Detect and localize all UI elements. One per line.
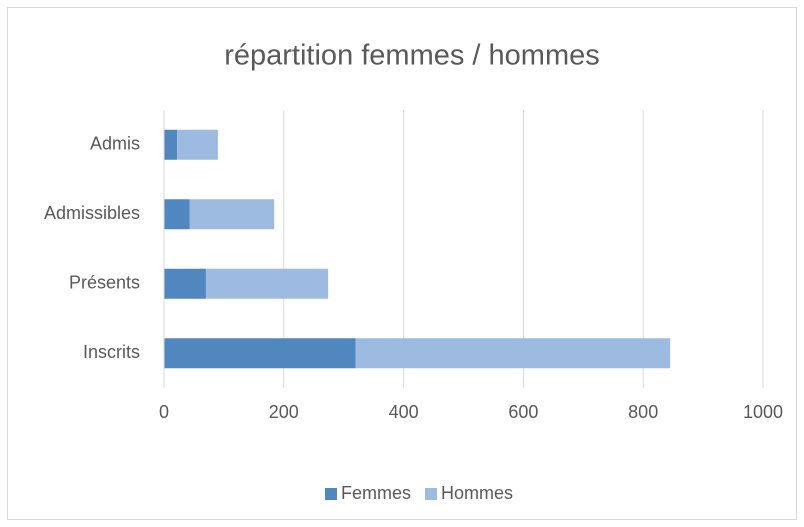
y-tick-label: Admissibles bbox=[44, 203, 140, 223]
x-tick-label: 800 bbox=[628, 402, 658, 422]
x-tick-label: 1000 bbox=[743, 402, 783, 422]
legend-label: Femmes bbox=[341, 483, 411, 503]
legend-swatch bbox=[425, 488, 438, 500]
bar bbox=[205, 268, 329, 299]
y-tick-label: Admis bbox=[90, 134, 140, 154]
x-tick-label: 400 bbox=[389, 402, 419, 422]
bar bbox=[164, 268, 206, 299]
bar bbox=[164, 199, 190, 230]
x-tick-label: 0 bbox=[159, 402, 169, 422]
y-tick-label: Inscrits bbox=[83, 342, 140, 362]
bar bbox=[355, 338, 671, 369]
bar bbox=[177, 129, 218, 160]
chart-title: répartition femmes / hommes bbox=[224, 40, 600, 72]
x-tick-label: 600 bbox=[508, 402, 538, 422]
legend-label: Hommes bbox=[441, 483, 513, 503]
bar bbox=[164, 338, 356, 369]
x-tick-label: 200 bbox=[269, 402, 299, 422]
bar bbox=[189, 199, 275, 230]
y-tick-label: Présents bbox=[69, 273, 140, 293]
legend-swatch bbox=[325, 488, 337, 500]
bar bbox=[164, 129, 178, 160]
chart-border bbox=[7, 7, 797, 520]
